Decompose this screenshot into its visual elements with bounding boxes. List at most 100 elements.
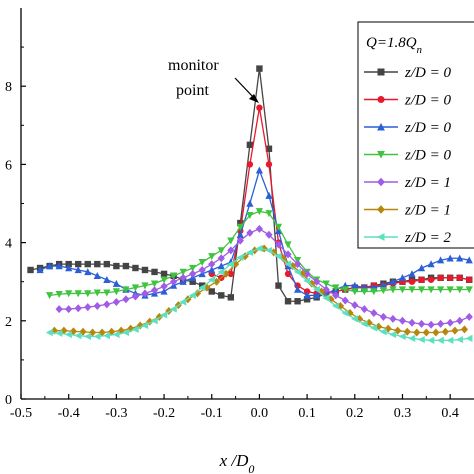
data-point [408, 270, 416, 278]
data-point [122, 286, 130, 294]
data-point [422, 328, 430, 337]
data-point [384, 324, 392, 333]
data-point [360, 320, 368, 328]
x-tick-label: 0.2 [346, 406, 364, 421]
data-point [208, 288, 215, 295]
y-tick-label: 2 [5, 315, 12, 330]
data-point [179, 298, 187, 306]
data-point [360, 288, 368, 296]
data-point [83, 332, 91, 341]
data-point [141, 266, 149, 274]
data-point [103, 275, 111, 283]
data-point [446, 254, 454, 262]
data-point [79, 327, 87, 336]
data-point [246, 228, 254, 237]
data-point [303, 291, 311, 299]
data-point [227, 270, 235, 278]
data-point [389, 277, 397, 285]
x-tick-label: -0.5 [10, 406, 32, 421]
x-tick-label: -0.4 [58, 406, 80, 421]
data-point [160, 270, 168, 278]
x-tick-label: -0.3 [105, 406, 127, 421]
data-point [274, 223, 283, 231]
series-5 [55, 224, 473, 329]
data-point [236, 223, 244, 231]
data-point [131, 325, 139, 334]
data-point [112, 298, 120, 307]
data-point [122, 328, 130, 337]
y-tick-label: 8 [5, 80, 12, 95]
data-point [94, 260, 101, 268]
series-line [39, 168, 470, 297]
data-point [103, 289, 111, 297]
x-tick-label: -0.1 [201, 406, 223, 421]
data-point [188, 291, 196, 299]
data-point [132, 264, 139, 272]
data-point [103, 300, 111, 309]
data-point [265, 161, 273, 168]
data-point [350, 315, 358, 323]
y-tick-label: 0 [5, 393, 12, 408]
annotation-arrow-head [249, 94, 259, 103]
data-point [46, 292, 54, 300]
data-point [218, 292, 225, 299]
legend-label: z/D = 0 [404, 148, 451, 164]
data-point [436, 336, 444, 344]
data-point [456, 286, 464, 294]
data-point [456, 316, 464, 325]
data-point [413, 328, 421, 337]
data-point [377, 151, 385, 159]
data-point [236, 230, 244, 238]
series-line [211, 107, 470, 295]
data-point [437, 274, 444, 281]
data-point [217, 247, 225, 255]
data-point [341, 296, 349, 305]
data-point [465, 256, 473, 264]
data-point [408, 278, 416, 285]
data-point [65, 260, 72, 268]
data-point [207, 276, 215, 284]
data-point [284, 250, 292, 259]
legend-entry: z/D = 2 [364, 230, 451, 246]
data-point [379, 287, 387, 295]
data-point [246, 248, 254, 256]
data-point [377, 205, 385, 214]
data-point [65, 264, 73, 272]
data-point [398, 286, 407, 294]
data-point [217, 262, 225, 270]
data-point [227, 237, 235, 245]
data-point [93, 332, 101, 341]
data-point [341, 286, 349, 294]
data-point [332, 291, 340, 300]
data-point [303, 288, 311, 295]
data-point [160, 287, 168, 295]
data-point [418, 276, 425, 283]
data-point [446, 286, 454, 294]
legend-entries: z/D = 0 z/D = 0 z/D = 0 z/D = 0 z/D = 1 z/D =… [364, 65, 451, 246]
data-point [74, 332, 82, 340]
series-4 [46, 208, 473, 300]
data-point [27, 266, 34, 274]
data-point [370, 288, 378, 296]
data-point [298, 269, 306, 278]
data-point [313, 277, 321, 286]
data-point [351, 301, 359, 310]
y-tick-label: 4 [5, 237, 12, 252]
data-point [198, 283, 206, 292]
data-point [437, 319, 445, 328]
series-layer [27, 65, 473, 344]
data-point [275, 282, 282, 289]
data-point [103, 332, 111, 340]
data-point [74, 290, 82, 298]
x-tick-label: 0.4 [441, 406, 459, 421]
data-point [199, 282, 206, 289]
data-point [360, 305, 368, 314]
data-point [389, 286, 397, 294]
data-point [117, 326, 125, 335]
data-point [417, 286, 426, 294]
data-point [74, 266, 82, 274]
data-point [198, 258, 206, 266]
data-point [370, 308, 378, 317]
annotation-line-1: monitor [168, 57, 219, 74]
data-point [379, 281, 387, 289]
